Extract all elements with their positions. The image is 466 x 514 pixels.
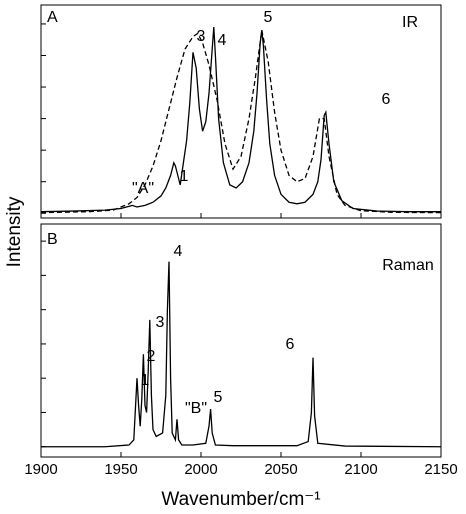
spectrum-label: Raman [382,257,434,274]
peak-label: 3 [156,314,165,331]
x-tick-label: 1900 [24,461,57,478]
peak-label: 5 [264,9,273,26]
x-tick-label: 2150 [424,461,457,478]
plot-frame [40,4,442,219]
x-tick-label: 1950 [104,461,137,478]
peak-label: 1 [180,168,189,185]
spectrum-line [40,27,441,213]
peak-label: 5 [214,389,223,406]
plot-frame [40,223,442,458]
spectrum-line [40,30,442,214]
spectrum-label: IR [402,14,418,31]
peak-label: 1 [141,372,150,389]
peak-label: "B" [185,400,207,417]
panel-label: B [47,231,58,248]
peak-label: 4 [218,32,227,49]
panel-label: A [47,9,58,26]
peak-label: 3 [197,28,206,45]
peak-label: 4 [174,243,183,260]
peak-label: 6 [286,336,295,353]
spectrum-line [41,261,442,448]
peak-label: 6 [382,91,391,108]
x-axis-label: Wavenumber/cm⁻¹ [161,489,320,510]
x-tick-label: 2050 [264,461,297,478]
x-tick-label: 2000 [184,461,217,478]
y-axis-label: Intensity [4,196,25,267]
peak-label: "A" [132,180,154,197]
x-tick-label: 2100 [344,461,377,478]
